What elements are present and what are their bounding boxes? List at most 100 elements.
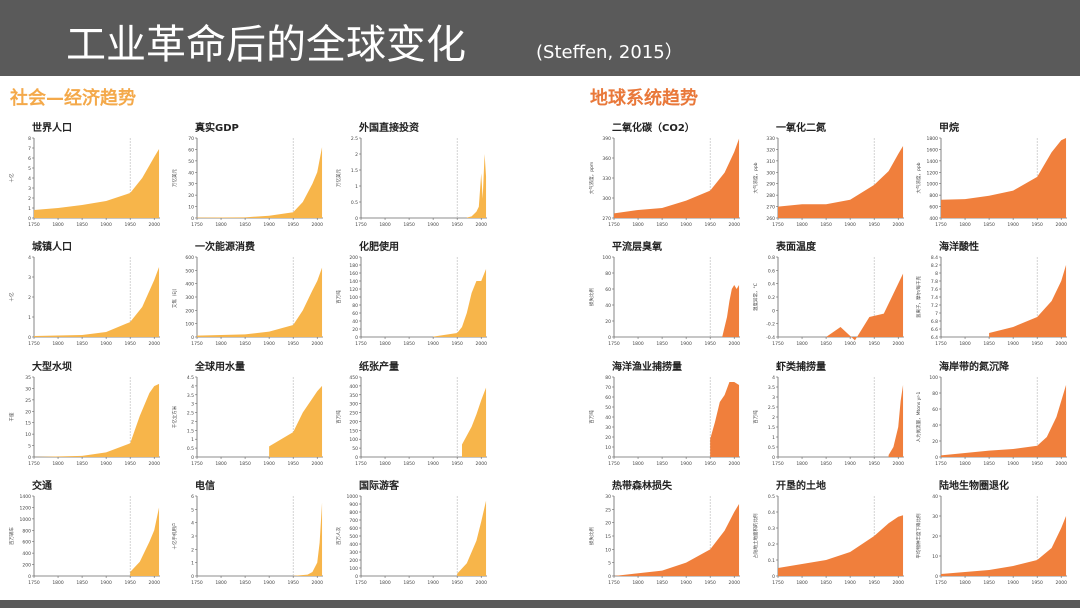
x-tick-label: 1950 (704, 580, 716, 586)
y-tick-label: 2.5 (351, 136, 358, 142)
y-tick-label: 40 (352, 319, 358, 325)
y-axis-label: 人为氮流量，Mtons yr-1 (915, 391, 922, 442)
y-tick-label: 0.5 (768, 494, 775, 500)
x-tick-label: 1800 (215, 461, 227, 467)
x-tick-label: 1900 (263, 461, 275, 467)
section-title-social: 社会—经济趋势 (10, 88, 136, 109)
x-tick-label: 1800 (632, 341, 644, 347)
x-tick-label: 1800 (379, 580, 391, 586)
y-tick-label: 0.4 (768, 510, 775, 516)
x-tick-label: 1900 (100, 461, 112, 467)
panel-12: 海洋酸性 6.4 6.6 6.8 7 7.2 7.4 7.6 7.8 8 8.2 8.4 1750 180… (915, 240, 1067, 347)
y-axis-label: 千亿立方米 (171, 405, 178, 428)
x-tick-label: 1900 (680, 341, 692, 347)
x-tick-label: 1750 (355, 341, 367, 347)
x-tick-label: 1850 (656, 461, 668, 467)
y-axis-label: 百万吨 (752, 410, 759, 424)
x-tick-label: 1750 (191, 222, 203, 228)
y-tick-label: 7 (935, 311, 938, 317)
panel-title: 全球用水量 (194, 360, 245, 373)
y-tick-label: 1 (191, 437, 194, 443)
x-tick-label: 1850 (820, 461, 832, 467)
y-tick-label: 400 (349, 384, 358, 390)
panel-16: 海洋渔业捕捞量 0 10 20 30 40 50 60 70 80 1750 1800 1850 1900… (588, 360, 740, 467)
y-tick-label: 0 (191, 574, 194, 580)
y-tick-label: 1000 (347, 494, 359, 500)
y-tick-label: 160 (349, 271, 358, 277)
y-tick-label: 30 (188, 182, 194, 188)
panel-title: 甲烷 (939, 121, 959, 134)
x-tick-label: 1950 (451, 222, 463, 228)
x-tick-label: 2000 (149, 461, 161, 467)
data-area (466, 154, 487, 218)
y-tick-label: 300 (602, 196, 611, 202)
y-tick-label: 400 (22, 551, 31, 557)
y-tick-label: 0.2 (768, 295, 775, 301)
y-tick-label: 330 (766, 136, 775, 142)
x-tick-label: 2000 (729, 222, 741, 228)
panel-title: 大型水坝 (32, 360, 72, 373)
x-tick-label: 1900 (844, 222, 856, 228)
panel-title: 外国直接投资 (358, 121, 419, 134)
y-tick-label: 0 (28, 455, 31, 461)
y-tick-label: 20 (605, 435, 611, 441)
y-tick-label: 15 (605, 534, 611, 540)
x-tick-label: 2000 (476, 341, 488, 347)
y-tick-label: 0.6 (768, 268, 775, 274)
panel-title: 二氧化碳（CO2） (612, 121, 695, 134)
x-tick-label: 1750 (191, 341, 203, 347)
y-tick-label: 0.5 (351, 200, 358, 206)
x-tick-label: 1800 (379, 222, 391, 228)
y-tick-label: 450 (349, 375, 358, 381)
panel-title: 电信 (195, 479, 215, 492)
x-tick-label: 1750 (355, 580, 367, 586)
y-tick-label: 1.5 (187, 428, 194, 434)
panel-18: 海岸带的氮沉降 0 20 40 60 80 100 1750 1800 1850 1900 1950 2… (915, 360, 1067, 467)
y-tick-label: 0 (772, 574, 775, 580)
x-tick-label: 1750 (935, 580, 947, 586)
y-tick-label: 60 (188, 147, 194, 153)
y-tick-label: 0 (191, 216, 194, 222)
x-tick-label: 1950 (124, 580, 136, 586)
y-tick-label: 600 (929, 205, 938, 211)
x-tick-label: 1900 (427, 461, 439, 467)
x-tick-label: 2000 (476, 580, 488, 586)
panel-15: 纸张产量 0 50 100 150 200 250 300 350 400 450 1750 1800 1… (335, 360, 487, 467)
y-tick-label: 150 (349, 428, 358, 434)
y-tick-label: 140 (349, 279, 358, 285)
y-tick-label: 5 (191, 507, 194, 513)
y-tick-label: 100 (349, 566, 358, 572)
y-tick-label: 6 (28, 156, 31, 162)
y-tick-label: 6.8 (931, 319, 938, 325)
y-tick-label: 1 (355, 184, 358, 190)
x-tick-label: 1850 (76, 580, 88, 586)
x-tick-label: 1900 (844, 461, 856, 467)
x-tick-label: 1850 (820, 341, 832, 347)
y-tick-label: 300 (766, 170, 775, 176)
panel-17: 虾类捕捞量 0 0.5 1 1.5 2 2.5 3 3.5 4 1750 1800 1850 1900 19… (752, 360, 904, 467)
y-tick-label: 2 (28, 196, 31, 202)
x-tick-label: 1900 (1007, 580, 1019, 586)
x-tick-label: 1800 (52, 341, 64, 347)
panel-20: 电信 0 1 2 3 4 5 6 1750 1800 1850 1900 1950 2000 十亿手机用户 (171, 479, 323, 586)
y-tick-label: 70 (188, 136, 194, 142)
data-area (34, 383, 160, 457)
y-tick-label: 800 (22, 528, 31, 534)
y-tick-label: 0.2 (768, 542, 775, 548)
x-tick-label: 1900 (427, 580, 439, 586)
x-tick-label: 1900 (1007, 341, 1019, 347)
x-tick-label: 1850 (820, 580, 832, 586)
x-tick-label: 1750 (28, 341, 40, 347)
x-tick-label: 1750 (191, 580, 203, 586)
x-tick-label: 1750 (28, 461, 40, 467)
y-tick-label: 260 (766, 216, 775, 222)
data-area (197, 267, 323, 337)
x-tick-label: 2000 (893, 580, 905, 586)
y-tick-label: 100 (602, 255, 611, 261)
panel-title: 交通 (32, 479, 52, 492)
data-area (197, 147, 323, 218)
data-area (888, 385, 904, 457)
x-tick-label: 1800 (52, 580, 64, 586)
x-tick-label: 1800 (796, 461, 808, 467)
x-tick-label: 1850 (76, 341, 88, 347)
